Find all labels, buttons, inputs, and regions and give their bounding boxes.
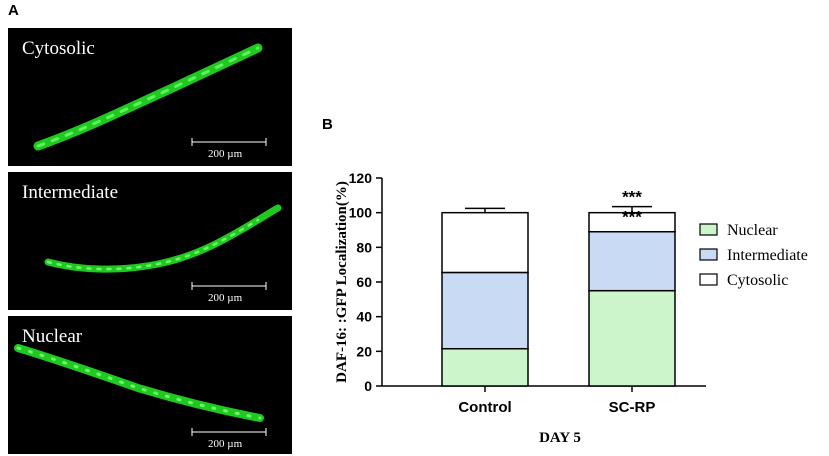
y-tick-label: 80 (356, 239, 372, 255)
y-tick-label: 20 (356, 343, 372, 359)
legend-label: Intermediate (727, 247, 808, 264)
panel-b-label: B (322, 116, 333, 133)
bar-intermediate-sc-rp (588, 230, 676, 292)
y-axis-label: DAF-16: :GFP Localization(%) (334, 181, 350, 383)
y-tick-label: 120 (349, 170, 373, 186)
legend-label: Nuclear (727, 222, 778, 239)
panel-a-label: A (8, 2, 19, 19)
scale-bar-label: 200 µm (208, 148, 243, 160)
bar-nuclear-control (441, 347, 529, 387)
bar-nuclear-sc-rp (588, 289, 676, 387)
x-axis-label: DAY 5 (539, 430, 581, 446)
y-tick-label: 40 (356, 309, 372, 325)
x-tick-label: Control (458, 399, 511, 416)
legend-swatch (699, 273, 718, 286)
significance-marker: *** (622, 188, 642, 207)
x-tick-label: SC-RP (609, 399, 656, 416)
scale-bar-label: 200 µm (208, 438, 243, 450)
worm-image-intermediate (44, 204, 282, 290)
bar-intermediate-control (441, 271, 529, 350)
legend-label: Cytosolic (727, 272, 788, 289)
y-tick-label: 0 (364, 378, 372, 394)
legend-swatch (699, 248, 718, 261)
micrograph-nuclear: Nuclear 200 µm (8, 316, 292, 454)
micrograph-label: Nuclear (22, 326, 83, 347)
worm-image-nuclear (14, 344, 267, 436)
legend-swatch (699, 223, 718, 236)
bar-cytosolic-control (441, 211, 529, 274)
significance-marker: *** (622, 208, 642, 227)
micrograph-cytosolic: Cytosolic 200 µm (8, 28, 292, 166)
micrograph-label: Intermediate (22, 182, 119, 203)
y-tick-label: 60 (356, 274, 372, 290)
worm-image-cytosolic (33, 43, 267, 151)
micrograph-label: Cytosolic (22, 38, 95, 59)
y-tick-label: 100 (349, 205, 373, 221)
micrograph-intermediate: Intermediate 200 µm (8, 172, 292, 310)
scale-bar-label: 200 µm (208, 292, 243, 304)
